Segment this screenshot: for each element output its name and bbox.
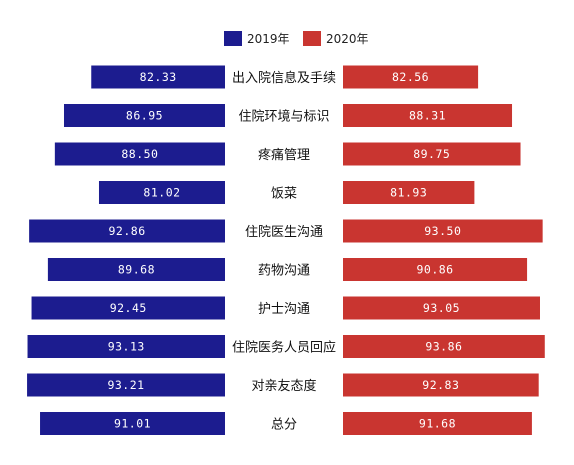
bar-2019-9 <box>40 412 225 435</box>
bar-2019-4 <box>29 219 225 243</box>
category-label-8: 对亲友态度 <box>251 378 316 394</box>
value-label-2019-5: 89.68 <box>118 263 155 277</box>
value-label-2020-9: 91.68 <box>419 417 456 431</box>
bar-2019-2 <box>54 142 225 166</box>
bar-2019-5 <box>47 258 225 281</box>
series-2020-bars: 82.56 88.31 89.75 81.93 93.50 90.86 93.05 93.86… <box>343 65 545 435</box>
value-label-2020-7: 93.86 <box>425 340 462 354</box>
value-label-2019-7: 93.13 <box>108 340 145 354</box>
bar-2020-1 <box>343 104 513 127</box>
category-label-7: 住院医务人员回应 <box>232 340 336 356</box>
category-label-0: 出入院信息及手续 <box>232 70 336 86</box>
value-label-2019-8: 93.21 <box>107 378 144 392</box>
value-label-2019-4: 92.86 <box>109 224 146 238</box>
bar-2020-9 <box>343 412 532 435</box>
category-label-9: 总分 <box>271 418 297 433</box>
value-label-2019-0: 82.33 <box>140 70 177 84</box>
bar-2019-6 <box>31 296 226 320</box>
bar-2020-8 <box>343 373 539 397</box>
bar-2020-3 <box>343 181 475 204</box>
legend-label-2019: 2019年 <box>247 32 290 46</box>
bar-2020-5 <box>343 258 528 281</box>
bar-2020-6 <box>343 296 540 320</box>
value-label-2019-9: 91.01 <box>114 417 151 431</box>
value-label-2020-6: 93.05 <box>423 301 460 315</box>
bar-2019-8 <box>27 373 225 397</box>
value-label-2019-6: 92.45 <box>110 301 147 315</box>
category-label-3: 饭菜 <box>271 187 297 202</box>
value-label-2020-2: 89.75 <box>413 147 450 161</box>
value-label-2020-8: 92.83 <box>422 378 459 392</box>
category-labels: 出入院信息及手续住院环境与标识疼痛管理饭菜住院医生沟通药物沟通护士沟通住院医务人… <box>232 70 336 433</box>
bar-2020-0 <box>343 65 479 89</box>
bar-2019-1 <box>63 104 226 127</box>
bar-2020-4 <box>343 219 543 243</box>
bar-2020-7 <box>343 335 545 358</box>
value-label-2019-3: 81.02 <box>143 186 180 200</box>
bar-2020-2 <box>343 142 521 166</box>
value-label-2019-2: 88.50 <box>121 147 158 161</box>
value-label-2020-0: 82.56 <box>392 70 429 84</box>
category-label-1: 住院环境与标识 <box>238 110 329 125</box>
bar-2019-0 <box>91 65 226 89</box>
legend-swatch-2020 <box>303 31 321 46</box>
category-label-2: 疼痛管理 <box>258 147 310 163</box>
value-label-2020-1: 88.31 <box>409 109 446 123</box>
value-label-2019-1: 86.95 <box>126 109 163 123</box>
bar-2019-3 <box>98 181 225 204</box>
value-label-2020-4: 93.50 <box>424 224 461 238</box>
category-label-6: 护士沟通 <box>258 302 310 317</box>
legend-label-2020: 2020年 <box>326 32 369 46</box>
series-2019-bars: 82.33 86.95 88.50 81.02 92.86 89.68 92.45 93.13… <box>27 65 226 435</box>
legend-swatch-2019 <box>224 31 242 46</box>
category-label-4: 住院医生沟通 <box>245 225 323 240</box>
legend: 2019年 2020年 <box>224 31 369 46</box>
category-label-5: 药物沟通 <box>258 264 310 279</box>
value-label-2020-5: 90.86 <box>416 263 453 277</box>
value-label-2020-3: 81.93 <box>390 186 427 200</box>
bar-2019-7 <box>27 335 225 358</box>
